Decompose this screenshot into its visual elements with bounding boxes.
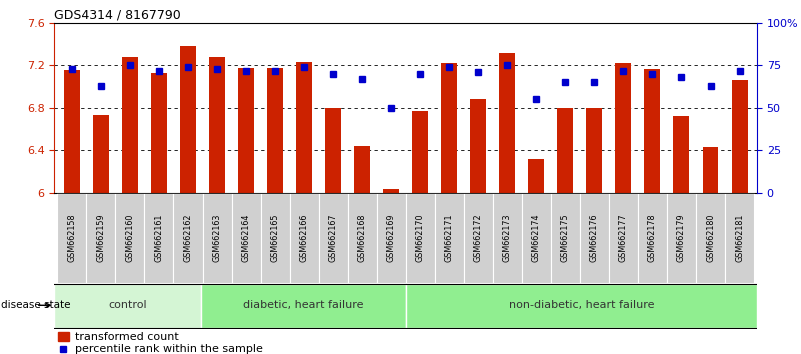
Bar: [638, 193, 667, 283]
Bar: [348, 193, 376, 283]
Bar: [58, 332, 69, 341]
Bar: [290, 193, 319, 283]
Bar: [529, 159, 545, 193]
Text: GSM662169: GSM662169: [387, 214, 396, 262]
Bar: [441, 63, 457, 193]
Bar: [267, 68, 283, 193]
Bar: [674, 116, 690, 193]
Bar: [499, 53, 515, 193]
Text: GSM662181: GSM662181: [735, 214, 744, 262]
Bar: [609, 193, 638, 283]
Bar: [209, 57, 225, 193]
Text: GSM662172: GSM662172: [473, 214, 483, 262]
Bar: [54, 284, 201, 328]
Bar: [731, 80, 747, 193]
Bar: [115, 193, 144, 283]
Text: GSM662164: GSM662164: [242, 214, 251, 262]
Bar: [64, 70, 80, 193]
Bar: [151, 73, 167, 193]
Bar: [122, 57, 138, 193]
Bar: [557, 108, 574, 193]
Bar: [464, 193, 493, 283]
Bar: [580, 193, 609, 283]
Text: control: control: [108, 300, 147, 310]
Bar: [231, 193, 260, 283]
Bar: [93, 115, 109, 193]
Text: GSM662171: GSM662171: [445, 214, 453, 262]
Bar: [702, 147, 718, 193]
Text: transformed count: transformed count: [75, 332, 179, 342]
Text: GSM662162: GSM662162: [183, 214, 192, 262]
Bar: [435, 193, 464, 283]
Text: GSM662160: GSM662160: [126, 214, 135, 262]
Bar: [201, 284, 406, 328]
Text: GSM662168: GSM662168: [358, 214, 367, 262]
Bar: [586, 108, 602, 193]
Bar: [645, 69, 661, 193]
Bar: [180, 46, 196, 193]
Text: GSM662166: GSM662166: [300, 214, 308, 262]
Text: GSM662165: GSM662165: [271, 214, 280, 262]
Text: percentile rank within the sample: percentile rank within the sample: [75, 343, 263, 354]
Text: GSM662163: GSM662163: [212, 214, 222, 262]
Text: GSM662179: GSM662179: [677, 214, 686, 262]
Text: GSM662159: GSM662159: [96, 214, 106, 262]
Bar: [615, 63, 631, 193]
Bar: [667, 193, 696, 283]
Bar: [87, 193, 115, 283]
Bar: [493, 193, 521, 283]
Bar: [413, 111, 429, 193]
Text: GSM662174: GSM662174: [532, 214, 541, 262]
Bar: [405, 193, 435, 283]
Bar: [696, 193, 725, 283]
Bar: [144, 193, 174, 283]
Text: GSM662167: GSM662167: [328, 214, 338, 262]
Bar: [319, 193, 348, 283]
Bar: [238, 68, 254, 193]
Text: GSM662178: GSM662178: [648, 214, 657, 262]
Bar: [354, 146, 370, 193]
Bar: [296, 62, 312, 193]
Bar: [325, 108, 341, 193]
Text: non-diabetic, heart failure: non-diabetic, heart failure: [509, 300, 654, 310]
Text: GSM662176: GSM662176: [590, 214, 599, 262]
Bar: [470, 99, 486, 193]
Bar: [521, 193, 551, 283]
Bar: [383, 189, 399, 193]
Bar: [260, 193, 290, 283]
Bar: [406, 284, 757, 328]
Text: GSM662173: GSM662173: [503, 214, 512, 262]
Text: GSM662177: GSM662177: [619, 214, 628, 262]
Bar: [174, 193, 203, 283]
Text: GSM662161: GSM662161: [155, 214, 163, 262]
Text: GSM662170: GSM662170: [416, 214, 425, 262]
Bar: [725, 193, 754, 283]
Bar: [376, 193, 406, 283]
Bar: [551, 193, 580, 283]
Text: diabetic, heart failure: diabetic, heart failure: [243, 300, 364, 310]
Bar: [203, 193, 231, 283]
Text: GSM662175: GSM662175: [561, 214, 570, 262]
Text: GSM662180: GSM662180: [706, 214, 715, 262]
Text: GDS4314 / 8167790: GDS4314 / 8167790: [54, 9, 181, 22]
Bar: [58, 193, 87, 283]
Text: GSM662158: GSM662158: [67, 214, 76, 262]
Text: disease state: disease state: [1, 300, 70, 310]
